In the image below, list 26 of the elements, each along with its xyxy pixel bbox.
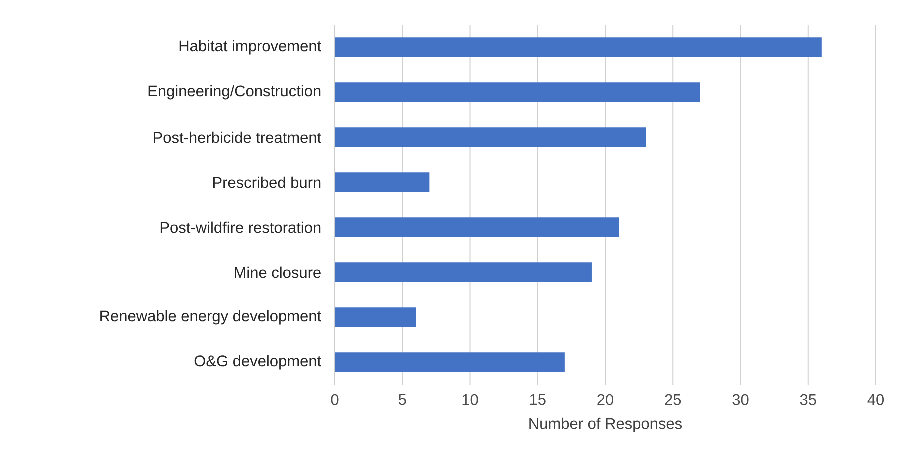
bar <box>335 352 565 372</box>
y-tick-label: Engineering/Construction <box>148 85 321 100</box>
x-tick-label: 35 <box>800 394 816 406</box>
x-tick-label: 30 <box>732 394 749 406</box>
y-tick-label: Renewable energy development <box>100 310 322 325</box>
x-tick-label: 15 <box>530 394 546 406</box>
x-tick-label: 0 <box>331 394 339 406</box>
bar <box>335 82 700 102</box>
y-tick-label: O&G development <box>194 355 322 370</box>
bar <box>335 308 416 328</box>
x-tick-label: 20 <box>598 394 614 406</box>
bar <box>335 218 620 238</box>
y-tick-label: Post-herbicide treatment <box>154 132 322 144</box>
y-tick-label: Habitat improvement <box>180 40 322 55</box>
y-tick-label: Mine closure <box>235 266 321 278</box>
x-tick-label: 10 <box>462 394 478 406</box>
y-tick-label: Prescribed burn <box>213 176 321 188</box>
bar <box>335 172 430 192</box>
bar <box>335 262 592 282</box>
bar <box>335 38 822 58</box>
y-tick-label: Post-wildfire restoration <box>160 222 321 234</box>
x-tick-label: 5 <box>398 394 406 406</box>
x-tick-label: 25 <box>665 394 682 406</box>
bar <box>335 128 646 148</box>
x-axis-title: Number of Responses <box>530 418 682 432</box>
x-tick-label: 40 <box>868 394 884 406</box>
